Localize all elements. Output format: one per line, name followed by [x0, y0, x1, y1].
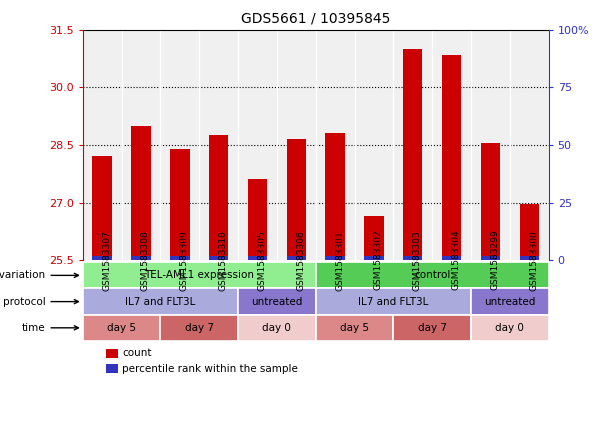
Bar — [519, 204, 539, 260]
Bar — [106, 364, 118, 373]
Text: IL7 and FLT3L: IL7 and FLT3L — [125, 297, 196, 307]
Bar — [93, 256, 112, 260]
Bar — [83, 288, 238, 315]
Text: genotype/variation: genotype/variation — [0, 270, 78, 280]
Text: GSM1583308: GSM1583308 — [141, 230, 150, 291]
Title: GDS5661 / 10395845: GDS5661 / 10395845 — [241, 12, 390, 26]
Bar — [161, 315, 238, 341]
Text: GSM1583300: GSM1583300 — [529, 230, 538, 291]
Text: GSM1583309: GSM1583309 — [180, 230, 189, 291]
Bar — [93, 157, 112, 260]
Text: untreated: untreated — [484, 297, 536, 307]
Bar — [442, 256, 462, 260]
Text: GSM1583301: GSM1583301 — [335, 230, 344, 291]
Text: protocol: protocol — [2, 297, 78, 307]
Bar — [209, 256, 228, 260]
Text: day 0: day 0 — [495, 323, 524, 333]
Text: GSM1583305: GSM1583305 — [257, 230, 267, 291]
Text: time: time — [22, 323, 78, 333]
Bar — [364, 256, 384, 260]
Bar — [170, 149, 189, 260]
Bar — [481, 256, 500, 260]
Text: GSM1583307: GSM1583307 — [102, 230, 111, 291]
Text: TEL-AML1 expression: TEL-AML1 expression — [144, 270, 254, 280]
Bar — [238, 315, 316, 341]
Text: percentile rank within the sample: percentile rank within the sample — [123, 363, 299, 374]
Bar — [326, 256, 345, 260]
Bar — [519, 256, 539, 260]
Text: IL7 and FLT3L: IL7 and FLT3L — [358, 297, 428, 307]
Text: GSM1583306: GSM1583306 — [296, 230, 305, 291]
Text: day 5: day 5 — [340, 323, 369, 333]
Bar — [316, 288, 471, 315]
Bar — [471, 315, 549, 341]
Bar — [316, 315, 394, 341]
Bar — [326, 133, 345, 260]
Bar — [106, 349, 118, 358]
Bar — [209, 135, 228, 260]
Text: untreated: untreated — [251, 297, 303, 307]
Text: GSM1583302: GSM1583302 — [374, 230, 383, 291]
Text: day 5: day 5 — [107, 323, 136, 333]
Bar — [83, 262, 316, 288]
Text: day 7: day 7 — [417, 323, 447, 333]
Bar — [248, 179, 267, 260]
Bar — [238, 288, 316, 315]
Text: GSM1583304: GSM1583304 — [452, 230, 460, 291]
Bar — [170, 256, 189, 260]
Bar — [316, 262, 549, 288]
Text: day 0: day 0 — [262, 323, 291, 333]
Text: control: control — [414, 270, 451, 280]
Bar — [442, 55, 462, 260]
Text: GSM1583303: GSM1583303 — [413, 230, 422, 291]
Bar — [131, 256, 151, 260]
Bar — [364, 216, 384, 260]
Bar — [481, 143, 500, 260]
Text: GSM1583310: GSM1583310 — [219, 230, 227, 291]
Bar — [403, 49, 422, 260]
Bar — [83, 315, 161, 341]
Bar — [403, 256, 422, 260]
Text: GSM1583299: GSM1583299 — [490, 230, 500, 291]
Text: count: count — [123, 348, 152, 358]
Bar — [248, 256, 267, 260]
Bar — [471, 288, 549, 315]
Bar — [394, 315, 471, 341]
Text: day 7: day 7 — [185, 323, 214, 333]
Bar — [287, 256, 306, 260]
Bar — [131, 126, 151, 260]
Bar — [287, 139, 306, 260]
